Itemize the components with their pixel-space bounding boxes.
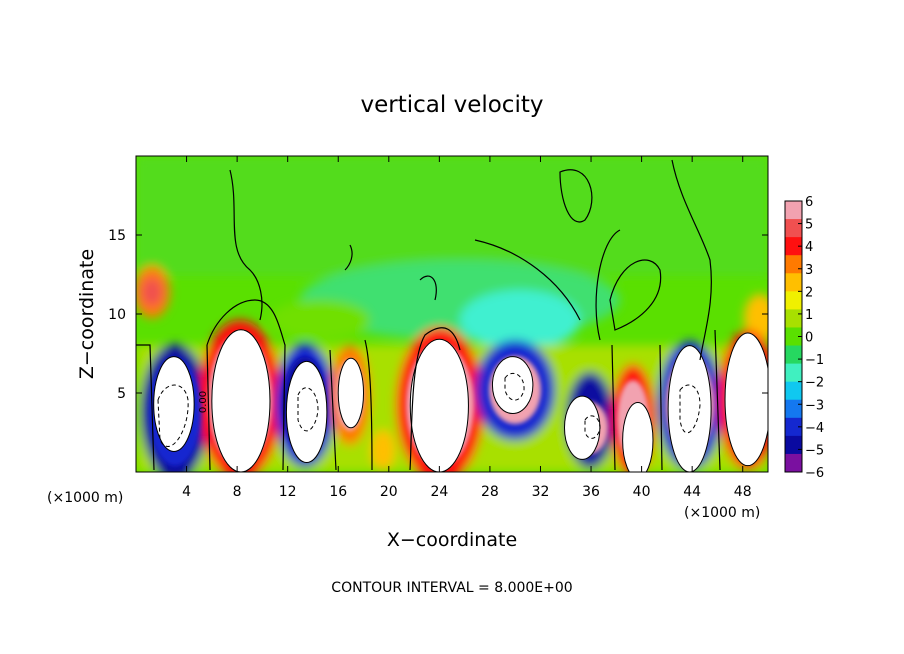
colorbar-tick-label: 1: [805, 308, 813, 323]
x-tick-label: 16: [329, 484, 347, 500]
colorbar-tick-label: 3: [805, 263, 813, 278]
colorbar-tick-label: −4: [805, 421, 824, 436]
x-tick-label: 32: [532, 484, 550, 500]
zero-contours: [136, 159, 721, 471]
y-tick-label: 15: [108, 228, 126, 244]
y-tick-label: 5: [117, 386, 126, 402]
x-tick-label: 24: [430, 484, 448, 500]
y-axis: 5 10 15: [108, 228, 768, 402]
colorbar-swatch: [785, 363, 802, 383]
colorbar-tick-label: −2: [805, 376, 824, 391]
colorbar-swatch: [785, 381, 802, 401]
colorbar: 6 5 4 3 2 1 0 −1 −2 −3 −4 −5 −6: [784, 195, 824, 481]
plot-area: 0.00: [136, 156, 768, 472]
updraft-cell-core: [337, 357, 365, 429]
colorbar-tick-label: −3: [805, 398, 824, 413]
updraft-cell-core: [409, 338, 469, 472]
colorbar-swatch: [785, 327, 802, 347]
x-unit-label-right: (×1000 m): [684, 505, 760, 521]
contour-label: 0.00: [198, 391, 209, 413]
colorbar-swatch: [785, 201, 802, 220]
x-tick-label: 48: [734, 484, 752, 500]
x-tick-label: 28: [481, 484, 499, 500]
colorbar-swatch: [785, 291, 802, 310]
x-tick-label: 20: [380, 484, 398, 500]
y-axis-label: Z−coordinate: [76, 249, 98, 379]
x-tick-label: 36: [582, 484, 600, 500]
x-tick-label: 4: [182, 484, 191, 500]
x-tick-label: 8: [233, 484, 242, 500]
chart-title: vertical velocity: [361, 92, 544, 118]
colorbar-tick-label: 6: [805, 195, 813, 210]
colorbar-swatch: [785, 345, 802, 365]
colorbar-swatch: [785, 435, 802, 455]
colorbar-tick-label: 5: [805, 218, 813, 233]
colorbar-swatch: [785, 399, 802, 419]
y-tick-label: 10: [108, 307, 126, 323]
contour-interval-note: CONTOUR INTERVAL = 8.000E+00: [331, 580, 572, 596]
dashed-contours: [157, 372, 701, 447]
x-unit-label-left: (×1000 m): [47, 490, 123, 506]
x-axis: 4 8 12 16 20 24 28 32 36 40 44 48: [182, 156, 752, 500]
x-tick-label: 12: [279, 484, 297, 500]
colorbar-tick-label: −5: [805, 443, 824, 458]
x-tick-label: 44: [683, 484, 701, 500]
colorbar-tick-label: 4: [805, 240, 813, 255]
updraft-cell-core: [285, 360, 328, 464]
colorbar-tick-label: 2: [805, 285, 813, 300]
updraft-cell-core: [667, 345, 712, 472]
colorbar-tick-label: 0: [805, 331, 813, 346]
updraft-cell-core: [491, 356, 534, 415]
x-tick-label: 40: [633, 484, 651, 500]
colorbar-swatch: [785, 417, 802, 437]
updraft-cell-core: [724, 332, 768, 467]
colorbar-swatch: [785, 453, 802, 473]
colorbar-swatch: [785, 309, 802, 328]
colorbar-tick-label: −6: [805, 466, 824, 481]
colorbar-swatch: [785, 219, 802, 238]
updraft-cell-core: [563, 395, 601, 460]
colorbar-swatch: [785, 237, 802, 256]
colorbar-tick-label: −1: [805, 353, 824, 368]
x-axis-label: X−coordinate: [387, 529, 517, 551]
colorbar-swatch: [785, 255, 802, 274]
updraft-cell-core: [211, 329, 271, 472]
colorbar-swatch: [785, 273, 802, 292]
updraft-cells: [153, 329, 768, 472]
updraft-cell-core: [622, 401, 654, 472]
